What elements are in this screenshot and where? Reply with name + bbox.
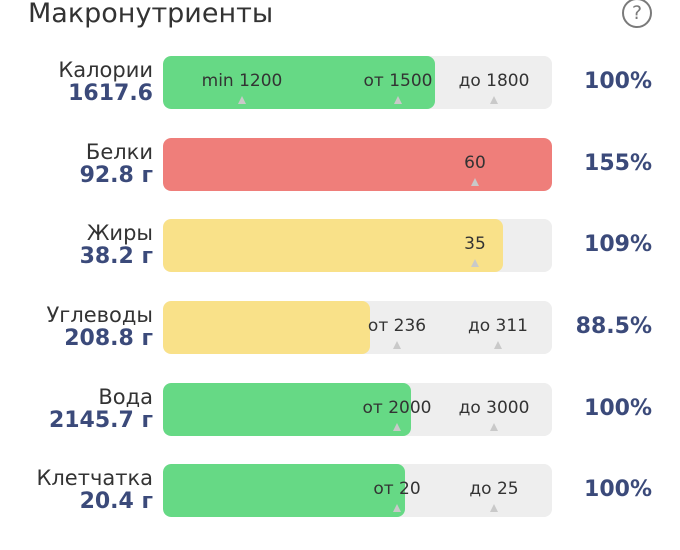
macro-row: Углеводы 208.8 г от 236 до 311 88.5%: [0, 300, 680, 355]
target-marker-label: 35: [464, 234, 486, 254]
macro-row: Жиры 38.2 г 35 109%: [0, 218, 680, 273]
marker-triangle-icon: [471, 259, 479, 267]
macro-label: Клетчатка: [36, 466, 153, 490]
help-icon[interactable]: ?: [622, 0, 652, 28]
marker-triangle-icon: [490, 423, 498, 431]
macro-value: 20.4 г: [79, 489, 153, 514]
target-marker-label: 60: [464, 153, 486, 173]
target-marker-label: от 236: [367, 316, 427, 336]
macro-value: 1617.6: [68, 81, 153, 106]
macro-percent: 100%: [584, 69, 652, 94]
progress-fill: [163, 138, 552, 191]
target-marker-label: от 1500: [363, 71, 433, 91]
macro-value: 2145.7 г: [48, 408, 153, 433]
macro-value: 208.8 г: [64, 326, 153, 351]
target-marker-label: до 25: [469, 479, 519, 499]
target-marker-label: min 1200: [201, 71, 283, 91]
marker-triangle-icon: [490, 504, 498, 512]
marker-triangle-icon: [393, 341, 401, 349]
macro-percent: 109%: [584, 232, 652, 257]
page-title: Макронутриенты: [28, 0, 274, 29]
progress-track: от 20 до 25: [163, 464, 552, 517]
macro-label: Углеводы: [46, 303, 154, 327]
macro-label: Жиры: [86, 221, 153, 245]
macro-row: Клетчатка 20.4 г от 20 до 25 100%: [0, 463, 680, 518]
target-marker-label: от 2000: [362, 398, 432, 418]
progress-fill: [163, 56, 435, 109]
progress-fill: [163, 464, 405, 517]
macro-row: Белки 92.8 г 60 155%: [0, 137, 680, 192]
progress-track: от 236 до 311: [163, 301, 552, 354]
marker-triangle-icon: [393, 423, 401, 431]
target-marker-label: до 1800: [458, 71, 530, 91]
macro-label: Вода: [98, 385, 153, 409]
progress-track: 60: [163, 138, 552, 191]
macro-percent: 155%: [584, 151, 652, 176]
macro-value: 92.8 г: [79, 163, 153, 188]
macro-row: Вода 2145.7 г от 2000 до 3000 100%: [0, 382, 680, 437]
progress-track: min 1200 от 1500 до 1800: [163, 56, 552, 109]
marker-triangle-icon: [393, 504, 401, 512]
progress-track: 35: [163, 219, 552, 272]
macro-row: Калории 1617.6 min 1200 от 1500 до 1800 100%: [0, 55, 680, 110]
progress-fill: [163, 219, 503, 272]
target-marker-label: до 3000: [458, 398, 530, 418]
macro-value: 38.2 г: [79, 244, 153, 269]
macro-percent: 100%: [584, 396, 652, 421]
macro-percent: 100%: [584, 477, 652, 502]
marker-triangle-icon: [394, 96, 402, 104]
progress-track: от 2000 до 3000: [163, 383, 552, 436]
macro-label: Белки: [85, 140, 153, 164]
macro-label: Калории: [58, 58, 153, 82]
marker-triangle-icon: [494, 341, 502, 349]
macro-percent: 88.5%: [575, 314, 652, 339]
target-marker-label: до 311: [467, 316, 529, 336]
marker-triangle-icon: [471, 178, 479, 186]
marker-triangle-icon: [490, 96, 498, 104]
progress-fill: [163, 383, 411, 436]
marker-triangle-icon: [238, 96, 246, 104]
progress-fill: [163, 301, 370, 354]
target-marker-label: от 20: [373, 479, 421, 499]
